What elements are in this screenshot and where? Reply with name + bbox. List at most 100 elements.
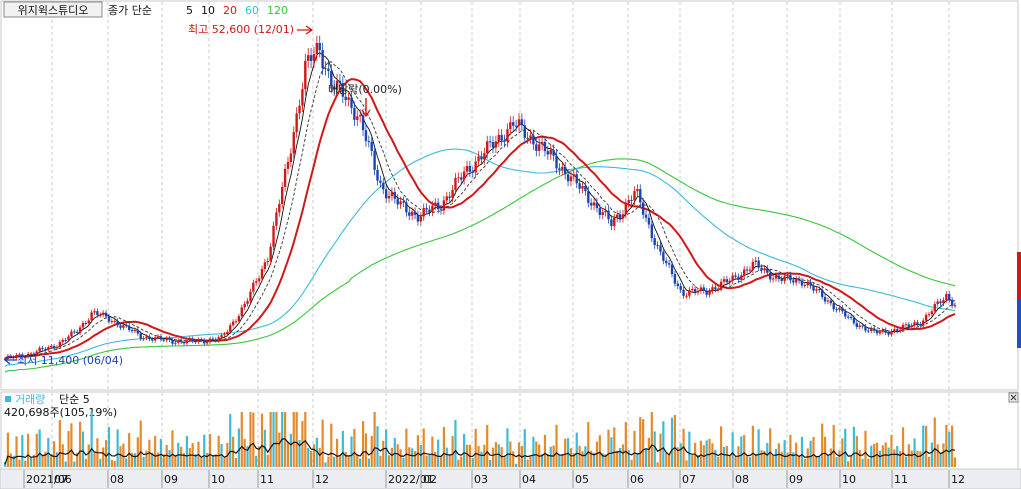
candle-body: [361, 115, 365, 131]
candle-body: [162, 339, 166, 341]
candle-body: [584, 186, 587, 191]
volume-bar: [497, 444, 500, 467]
volume-bar: [847, 461, 850, 467]
volume-bar: [919, 451, 922, 467]
volume-bar: [333, 456, 336, 467]
candle-body: [581, 186, 584, 189]
volume-bar: [717, 456, 720, 467]
volume-bar: [142, 456, 145, 467]
candle-body: [916, 322, 919, 325]
x-tick-label: 2022/01: [388, 473, 434, 486]
candle-body: [820, 289, 824, 297]
low-marker-label: 최저 11,400 (06/04): [17, 354, 123, 367]
volume-bar: [104, 440, 108, 467]
x-tick-label: 10: [211, 473, 225, 486]
volume-bar: [512, 451, 515, 467]
volume-bar: [431, 436, 434, 467]
volume-bar: [899, 451, 902, 467]
volume-bar: [38, 429, 41, 467]
x-tick-label: 07: [54, 473, 68, 486]
volume-bar: [711, 443, 714, 467]
volume-bar: [422, 428, 425, 467]
candle-body: [347, 97, 350, 100]
volume-bar: [823, 436, 827, 467]
candle-body: [223, 334, 226, 336]
candle-body: [607, 210, 610, 220]
volume-bar: [913, 438, 916, 467]
volume-bar: [70, 423, 73, 467]
volume-bar: [15, 436, 18, 467]
candle-body: [130, 329, 134, 332]
candle-body: [647, 217, 651, 225]
candle-body: [543, 141, 547, 152]
candle-body: [350, 97, 353, 108]
volume-bar: [610, 437, 613, 467]
volume-bar: [272, 412, 275, 467]
volume-bar: [116, 429, 119, 467]
volume-bar: [451, 435, 454, 467]
candle-body: [416, 214, 420, 222]
volume-bar: [200, 457, 203, 467]
volume-bar: [951, 425, 954, 467]
candle-body: [846, 316, 850, 318]
volume-bar: [84, 458, 87, 467]
dividend-marker-label: 배당락(0.00%): [328, 83, 402, 96]
candle-body: [405, 202, 408, 213]
volume-bar: [151, 452, 154, 467]
candle-body: [93, 311, 96, 313]
volume-bar: [234, 458, 238, 467]
volume-bar: [838, 450, 841, 467]
candle-body: [823, 296, 827, 302]
candle-body: [578, 183, 581, 189]
volume-bar: [405, 428, 408, 467]
volume-bar: [489, 460, 492, 467]
x-tick-label: 11: [894, 473, 908, 486]
candle-body: [402, 201, 405, 203]
candle-body: [887, 332, 890, 335]
x-tick-label: 08: [110, 473, 124, 486]
volume-bar: [359, 458, 362, 467]
candle-body: [520, 119, 524, 126]
candle-body: [624, 203, 628, 215]
volume-bar: [64, 461, 67, 467]
volume-bar: [154, 436, 157, 467]
volume-bar: [783, 440, 786, 467]
candle-body: [301, 89, 304, 106]
candle-body: [474, 161, 477, 173]
volume-bar: [344, 451, 347, 467]
volume-bar: [757, 429, 760, 467]
candle-body: [503, 140, 506, 142]
candle-body: [15, 354, 18, 358]
stock-name-box[interactable]: [3, 1, 103, 18]
volume-bar: [587, 422, 590, 467]
candle-body: [852, 317, 856, 324]
candle-body: [107, 316, 111, 322]
volume-bar: [514, 463, 518, 467]
ma-120-line: [4, 158, 956, 373]
volume-bar: [133, 453, 137, 467]
volume-bar: [125, 458, 128, 467]
candle-body: [792, 280, 795, 283]
ma-legend: 5 10 20 60 120: [186, 4, 288, 17]
candle-body: [324, 68, 327, 70]
candle-body: [194, 341, 197, 343]
volume-bar: [471, 458, 474, 467]
candle-body: [226, 331, 229, 335]
volume-bar: [870, 445, 873, 467]
candle-body: [693, 289, 697, 293]
candle-body: [517, 119, 521, 126]
candle-body: [592, 202, 596, 206]
volume-bar: [731, 432, 734, 467]
candle-body: [197, 339, 200, 343]
candle-body: [549, 149, 552, 155]
candle-body: [165, 338, 168, 341]
candle-body: [575, 174, 578, 184]
candle-body: [396, 198, 399, 205]
candle-body: [523, 125, 526, 138]
candle-body: [639, 189, 642, 203]
volume-bar: [754, 453, 757, 467]
candle-body: [318, 43, 321, 51]
volume-bar: [595, 441, 599, 467]
volume-bar: [327, 456, 330, 467]
candle-body: [486, 141, 489, 154]
